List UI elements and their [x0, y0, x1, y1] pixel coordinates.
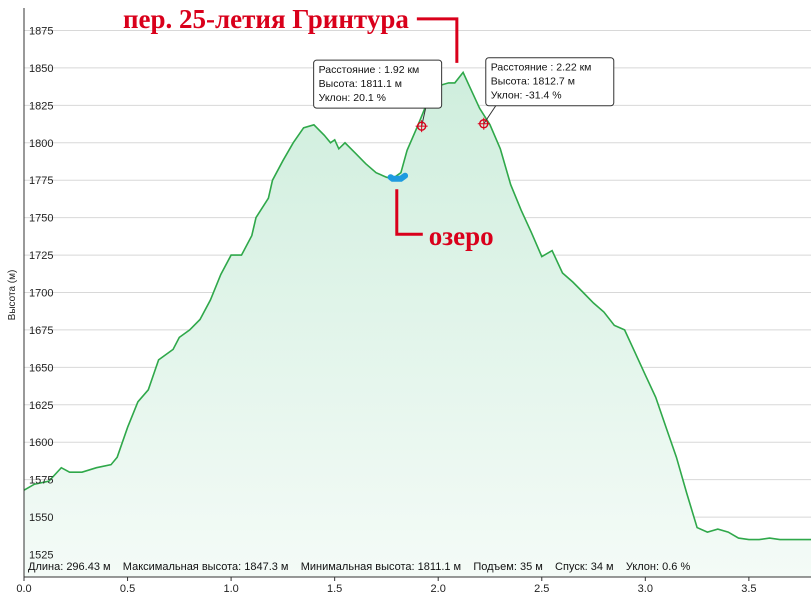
y-tick-label: 1725 — [29, 250, 53, 262]
tooltip-line: Высота: 1811.1 м — [319, 78, 402, 90]
y-tick-label: 1675 — [29, 325, 53, 337]
lake-segment — [387, 172, 409, 182]
tooltip-line: Расстояние : 1.92 км — [319, 64, 420, 76]
y-tick-label: 1850 — [29, 63, 53, 75]
marker-tooltips: Расстояние : 1.92 км Высота: 1811.1 м Укло… — [313, 57, 615, 133]
y-tick-label: 1775 — [29, 175, 53, 187]
y-tick-label: 1550 — [29, 512, 53, 524]
x-tick-label: 2.0 — [431, 583, 446, 595]
tooltip-line: Уклон: -31.4 % — [491, 90, 562, 102]
x-tick-label: 3.5 — [741, 583, 756, 595]
tooltip-line: Расстояние : 2.22 км — [491, 62, 592, 74]
tooltip-box — [313, 59, 443, 109]
axes — [23, 8, 811, 581]
x-tick-label: 3.0 — [638, 583, 653, 595]
pass-annotation: пер. 25-летия Гринтура — [123, 4, 409, 34]
y-tick-label: 1525 — [29, 550, 53, 562]
elevation-area — [24, 72, 811, 578]
y-tick-label: 1625 — [29, 400, 53, 412]
y-tick-label: 1875 — [29, 25, 53, 37]
y-tick-label: 1650 — [29, 362, 53, 374]
tooltip-pointer — [421, 108, 427, 127]
y-axis-label: Высота (м) — [7, 270, 18, 321]
y-tick-label: 1600 — [29, 437, 53, 449]
lake-annotation: озеро — [429, 221, 494, 251]
tooltip-line: Уклон: 20.1 % — [319, 92, 386, 104]
x-tick-label: 0.5 — [120, 583, 135, 595]
y-tick-labels: 1525 1550 1575 1600 1625 1650 1675 1700 1725 1750… — [29, 25, 53, 561]
lake-leader-line — [395, 189, 423, 236]
x-tick-label: 0.0 — [16, 583, 31, 595]
x-tick-label: 2.5 — [534, 583, 549, 595]
tooltip-box — [485, 57, 615, 107]
y-tick-label: 1825 — [29, 100, 53, 112]
x-tick-labels: 0.0 0.5 1.0 1.5 2.0 2.5 3.0 3.5 — [16, 583, 756, 595]
annotations: пер. 25-летия Гринтура озеро — [123, 4, 494, 251]
elevation-line — [23, 70, 811, 541]
y-tick-label: 1575 — [29, 475, 53, 487]
stats-bar: Длина: 296.43 м Максимальная высота: 184… — [28, 561, 690, 573]
y-tick-label: 1800 — [29, 138, 53, 150]
y-tick-label: 1750 — [29, 213, 53, 225]
y-tick-label: 1700 — [29, 288, 53, 300]
pass-leader-line — [416, 17, 459, 63]
x-tick-label: 1.5 — [327, 583, 342, 595]
x-tick-label: 1.0 — [223, 583, 238, 595]
tooltip-line: Высота: 1812.7 м — [491, 76, 575, 88]
